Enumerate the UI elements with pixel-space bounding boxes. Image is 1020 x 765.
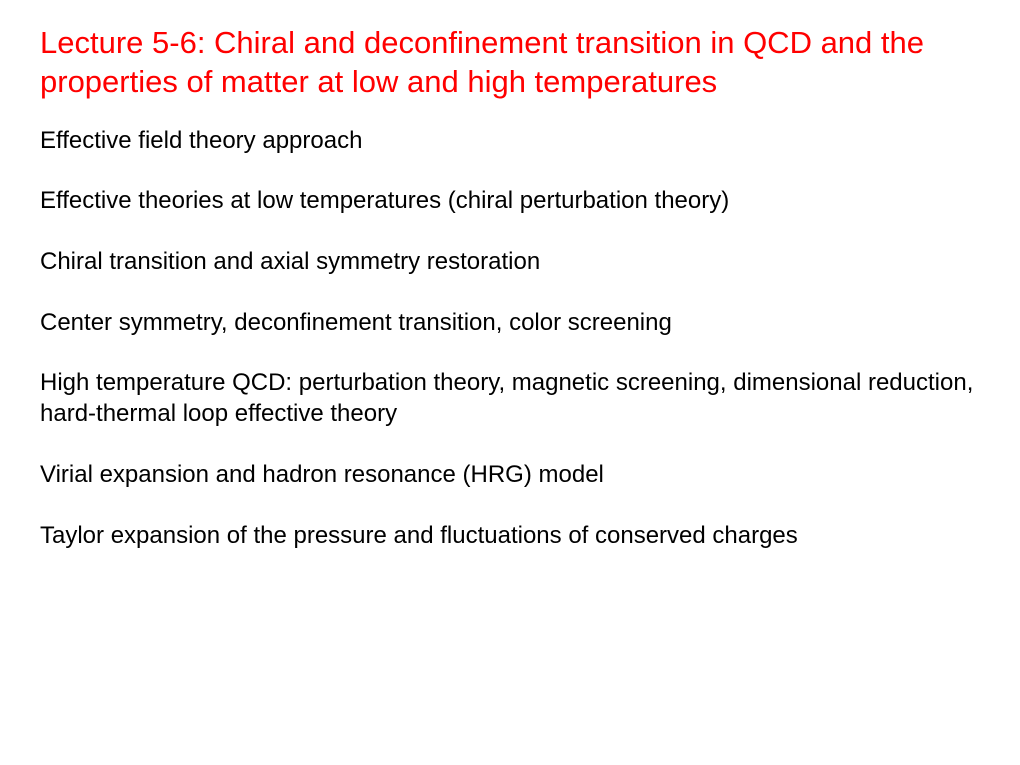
body-item: Effective theories at low temperatures (… <box>40 186 980 217</box>
body-item: Chiral transition and axial symmetry res… <box>40 247 980 278</box>
body-item: Virial expansion and hadron resonance (H… <box>40 460 980 491</box>
slide: Lecture 5-6: Chiral and deconfinement tr… <box>0 0 1020 765</box>
body-item: Effective field theory approach <box>40 126 980 157</box>
body-item: High temperature QCD: perturbation theor… <box>40 368 980 429</box>
body-item: Taylor expansion of the pressure and flu… <box>40 521 980 552</box>
slide-body: Effective field theory approach Effectiv… <box>40 126 980 552</box>
body-item: Center symmetry, deconfinement transitio… <box>40 308 980 339</box>
slide-title: Lecture 5-6: Chiral and deconfinement tr… <box>40 24 980 102</box>
